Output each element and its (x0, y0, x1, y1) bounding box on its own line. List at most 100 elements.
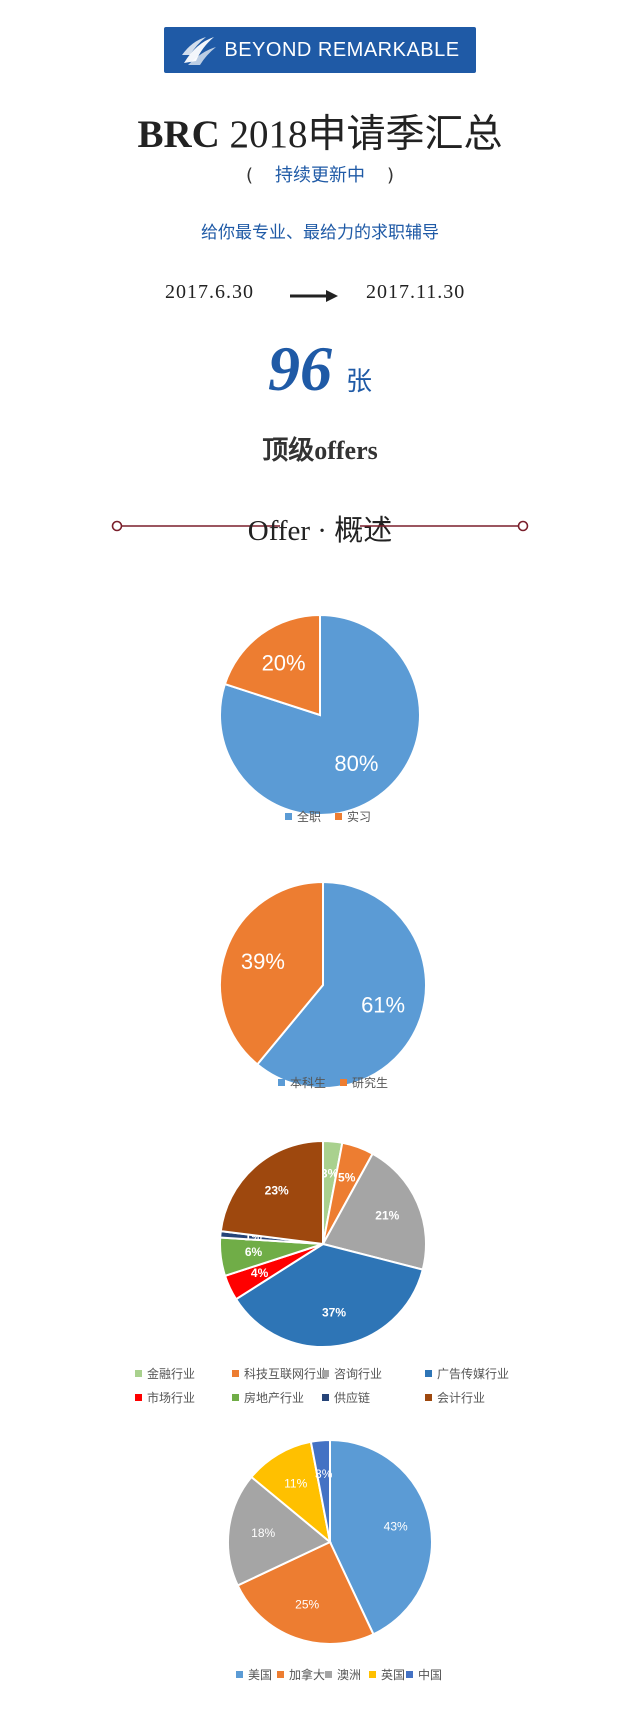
legend-swatch (285, 813, 292, 820)
offer-count-unit: 张 (345, 367, 372, 396)
pie-job-type-data-label-1: 20% (262, 651, 306, 676)
pie-industry-slice-5 (219, 1236, 324, 1278)
legend-job-type: 全职 实习 (0, 808, 640, 868)
legend-swatch (232, 1370, 239, 1377)
legend-job-type-item-0: 全职 (285, 808, 321, 825)
pie-industry-data-label-6: 1% (245, 1230, 263, 1244)
legend-industry-item-2: 咨询行业 (322, 1365, 382, 1382)
section-divider-right (360, 520, 529, 532)
section-divider-left (111, 520, 280, 532)
pie-industry-slice-3 (234, 1242, 424, 1348)
legend-region-item-0: 美国 (236, 1666, 272, 1683)
legend-label: 英国 (381, 1668, 406, 1682)
date-end: 2017.11.30 (366, 281, 466, 303)
pie-region-data-label-1: 25% (295, 1597, 319, 1611)
pie-industry-slice-4 (223, 1243, 324, 1301)
pie-degree-data-label-1: 39% (241, 949, 285, 974)
legend-swatch (369, 1671, 376, 1678)
legend-label: 供应链 (334, 1391, 371, 1405)
section-title: Offer · 概述 (247, 515, 393, 547)
pie-job-type: 80% 20% (219, 613, 421, 816)
pie-region-slice-4 (309, 1438, 331, 1543)
offer-count: 96 张 (0, 332, 640, 406)
legend-industry-item-4: 市场行业 (135, 1389, 195, 1406)
legend-job-type-item-1: 实习 (335, 808, 371, 825)
arrow-right-icon (290, 290, 338, 302)
legend-swatch (277, 1671, 284, 1678)
legend-degree: 本科生 研究生 (0, 1074, 640, 1134)
legend-industry-item-6: 供应链 (322, 1389, 370, 1406)
pie-job-type-slice-0 (219, 613, 421, 816)
pie-industry-slice-7 (219, 1139, 324, 1246)
legend-swatch (335, 813, 342, 820)
legend-swatch (232, 1394, 239, 1401)
legend-label: 房地产行业 (244, 1391, 305, 1405)
legend-degree-item-0: 本科生 (278, 1074, 326, 1091)
pie-industry-slice-1 (322, 1141, 374, 1245)
pie-region-slice-1 (236, 1540, 375, 1645)
legend-region-item-3: 英国 (369, 1666, 405, 1683)
legend-swatch (425, 1394, 432, 1401)
legend-label: 美国 (248, 1668, 273, 1682)
legend-industry: 金融行业 科技互联网行业 咨询行业 广告传媒行业市场行业 房地产行业 供应链 会计行业 (0, 1365, 640, 1425)
subtitle: (持续更新中) (0, 161, 640, 187)
legend-label: 澳洲 (337, 1668, 362, 1682)
legend-label: 会计行业 (437, 1391, 486, 1405)
legend-swatch (135, 1370, 142, 1377)
legend-swatch (135, 1394, 142, 1401)
legend-swatch (322, 1394, 329, 1401)
pie-region-data-label-3: 11% (284, 1476, 307, 1490)
legend-swatch (236, 1671, 243, 1678)
pie-degree-slice-1 (219, 880, 324, 1066)
pie-industry: 3% 5% 21% 37% 4% 6%1% 23% (219, 1139, 427, 1348)
pie-industry-data-label-4: 4% (251, 1266, 269, 1280)
pie-industry-slice-6 (219, 1229, 324, 1245)
date-start: 2017.6.30 (165, 281, 254, 303)
legend-label: 咨询行业 (334, 1367, 383, 1381)
brand-logo: BEYOND REMARKABLE (164, 27, 476, 73)
pie-region-slice-0 (329, 1438, 433, 1636)
pie-job-type-data-label-0: 80% (334, 751, 378, 776)
legend-industry-item-1: 科技互联网行业 (232, 1365, 328, 1382)
logo-text: BEYOND REMARKABLE (224, 38, 460, 61)
legend-region-item-4: 中国 (406, 1666, 442, 1683)
legend-swatch (325, 1671, 332, 1678)
offers-label: 顶级offers (262, 436, 378, 465)
legend-label: 金融行业 (147, 1367, 196, 1381)
legend-industry-item-3: 广告传媒行业 (425, 1365, 509, 1382)
pie-region-slice-2 (227, 1475, 332, 1587)
page-title: BRC 2018申请季汇总 (0, 103, 640, 159)
pie-industry-data-label-0: 3% (321, 1166, 339, 1180)
pie-industry-slice-0 (322, 1139, 344, 1245)
pie-region-slice-3 (250, 1440, 332, 1545)
pie-degree-slice-0 (255, 880, 427, 1089)
pie-degree-data-label-0: 61% (361, 992, 405, 1017)
legend-region: 美国 加拿大 澳洲 英国 中国 (0, 1666, 640, 1726)
subtitle-open-paren: ( (245, 165, 253, 186)
pie-industry-slice-2 (321, 1152, 427, 1271)
legend-swatch (406, 1671, 413, 1678)
pie-region-data-label-4: 3% (315, 1467, 333, 1481)
pie-industry-data-label-1: 5% (338, 1170, 356, 1184)
subtitle-text: 持续更新中 (275, 165, 365, 186)
wing-logo-icon (182, 37, 217, 65)
legend-label: 中国 (418, 1668, 443, 1682)
pie-industry-data-label-3: 37% (322, 1305, 346, 1319)
legend-label: 加拿大 (289, 1668, 326, 1682)
legend-degree-item-1: 研究生 (340, 1074, 388, 1091)
pie-industry-data-label-5: 6% (245, 1245, 263, 1259)
legend-industry-item-0: 金融行业 (135, 1365, 195, 1382)
pie-job-type-slice-1 (223, 613, 321, 717)
legend-label: 本科生 (290, 1076, 327, 1090)
title-brc: BRC (137, 113, 220, 156)
pie-degree: 61% 39% (219, 880, 427, 1089)
legend-label: 实习 (347, 810, 372, 824)
title-rest: 2018申请季汇总 (229, 113, 503, 156)
legend-label: 全职 (297, 810, 322, 824)
pie-industry-data-label-7: 23% (265, 1184, 289, 1198)
pie-region-data-label-2: 18% (251, 1526, 275, 1540)
pie-region-data-label-0: 43% (384, 1519, 408, 1533)
pie-industry-data-label-2: 21% (375, 1208, 399, 1222)
legend-industry-item-7: 会计行业 (425, 1389, 485, 1406)
legend-label: 市场行业 (147, 1391, 196, 1405)
